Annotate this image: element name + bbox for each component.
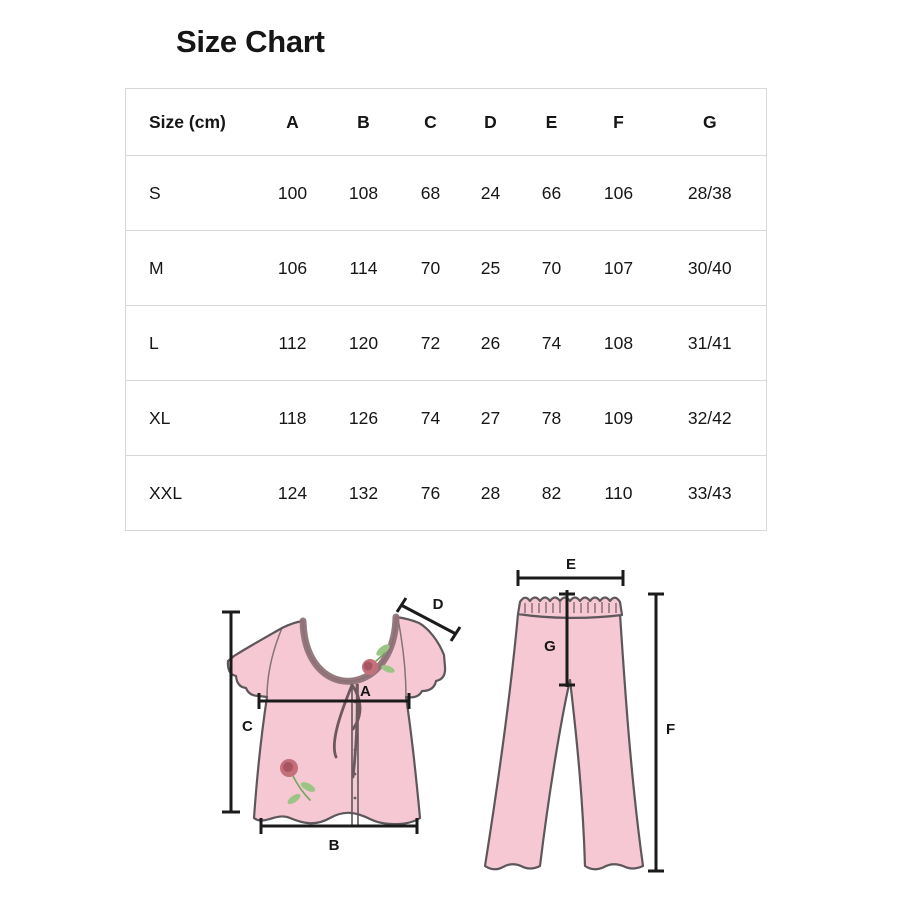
cell-d: 25 — [461, 230, 520, 306]
neckline-trim — [299, 613, 400, 685]
cell-a: 112 — [257, 305, 328, 381]
cell-g: 31/41 — [653, 305, 767, 381]
size-label: M — [125, 230, 258, 306]
column-header-d: D — [484, 111, 497, 132]
cell-b: 114 — [327, 230, 400, 306]
measure-label-d: D — [433, 596, 444, 613]
measure-label-g: G — [544, 638, 556, 655]
measure-label-f: F — [666, 721, 675, 738]
pajama-pants-diagram: E F G — [483, 556, 675, 873]
column-header-size: Size (cm) — [149, 111, 226, 132]
table-row-xl: XL 118 126 74 27 78 109 32/42 — [125, 380, 767, 456]
cell-g: 30/40 — [653, 230, 767, 306]
cell-f: 110 — [583, 455, 654, 531]
column-header-e: E — [545, 111, 558, 132]
table-row-s: S 100 108 68 24 66 106 28/38 — [125, 155, 767, 231]
rose-patch-lower — [280, 759, 316, 805]
rose-patch-upper — [362, 644, 395, 675]
measure-line-c — [222, 610, 240, 814]
measure-label-b: B — [329, 837, 340, 854]
measure-line-a — [257, 693, 411, 709]
cell-d: 28 — [461, 455, 520, 531]
cell-d: 26 — [461, 305, 520, 381]
cell-d: 24 — [461, 155, 520, 231]
table-row-l: L 112 120 72 26 74 108 31/41 — [125, 305, 767, 381]
column-header-a: A — [286, 111, 299, 132]
cell-b: 132 — [327, 455, 400, 531]
cell-e: 82 — [519, 455, 584, 531]
column-header-b: B — [357, 111, 370, 132]
cell-f: 109 — [583, 380, 654, 456]
armhole-seam-left — [266, 627, 283, 698]
size-label: XXL — [125, 455, 258, 531]
cell-a: 118 — [257, 380, 328, 456]
cell-d: 27 — [461, 380, 520, 456]
measure-line-b — [259, 818, 419, 834]
size-label: XL — [125, 380, 258, 456]
table-row-xxl: XXL 124 132 76 28 82 110 33/43 — [125, 455, 767, 531]
measure-line-e — [516, 570, 625, 586]
pants-waistband — [516, 596, 624, 619]
table-row-m: M 106 114 70 25 70 107 30/40 — [125, 230, 767, 306]
page-title: Size Chart — [176, 24, 325, 59]
cell-e: 78 — [519, 380, 584, 456]
measure-label-a: A — [360, 683, 371, 700]
cell-e: 70 — [519, 230, 584, 306]
cell-c: 72 — [399, 305, 462, 381]
column-header-c: C — [424, 111, 437, 132]
measure-label-c: C — [242, 718, 253, 735]
column-header-g: G — [702, 111, 717, 132]
size-label: S — [125, 155, 258, 231]
cell-f: 108 — [583, 305, 654, 381]
cell-b: 126 — [327, 380, 400, 456]
measure-line-d — [395, 597, 462, 642]
measure-line-f — [648, 592, 664, 873]
cell-c: 68 — [399, 155, 462, 231]
garment-measurement-diagram: A B C D E F G — [222, 556, 675, 873]
cell-f: 107 — [583, 230, 654, 306]
measure-line-g — [559, 590, 575, 687]
cell-b: 108 — [327, 155, 400, 231]
cell-e: 66 — [519, 155, 584, 231]
column-header-f: F — [613, 111, 624, 132]
cell-a: 106 — [257, 230, 328, 306]
cell-g: 32/42 — [653, 380, 767, 456]
size-table: Size (cm) A B C D E F G S 100 108 68 24 … — [125, 88, 767, 531]
cell-g: 28/38 — [653, 155, 767, 231]
top-body-outline — [226, 615, 447, 826]
table-header-row: Size (cm) A B C D E F G — [126, 89, 767, 156]
measure-label-e: E — [566, 556, 576, 573]
size-label: L — [125, 305, 258, 381]
pajama-top-diagram: A B C D — [222, 596, 462, 854]
armhole-seam-right — [397, 618, 407, 698]
cell-f: 106 — [583, 155, 654, 231]
cell-c: 70 — [399, 230, 462, 306]
cell-a: 100 — [257, 155, 328, 231]
drawstring-bow — [332, 683, 362, 779]
cell-e: 74 — [519, 305, 584, 381]
cell-c: 74 — [399, 380, 462, 456]
cell-b: 120 — [327, 305, 400, 381]
cell-a: 124 — [257, 455, 328, 531]
cell-g: 33/43 — [653, 455, 767, 531]
cell-c: 76 — [399, 455, 462, 531]
pants-legs-outline — [483, 612, 645, 871]
